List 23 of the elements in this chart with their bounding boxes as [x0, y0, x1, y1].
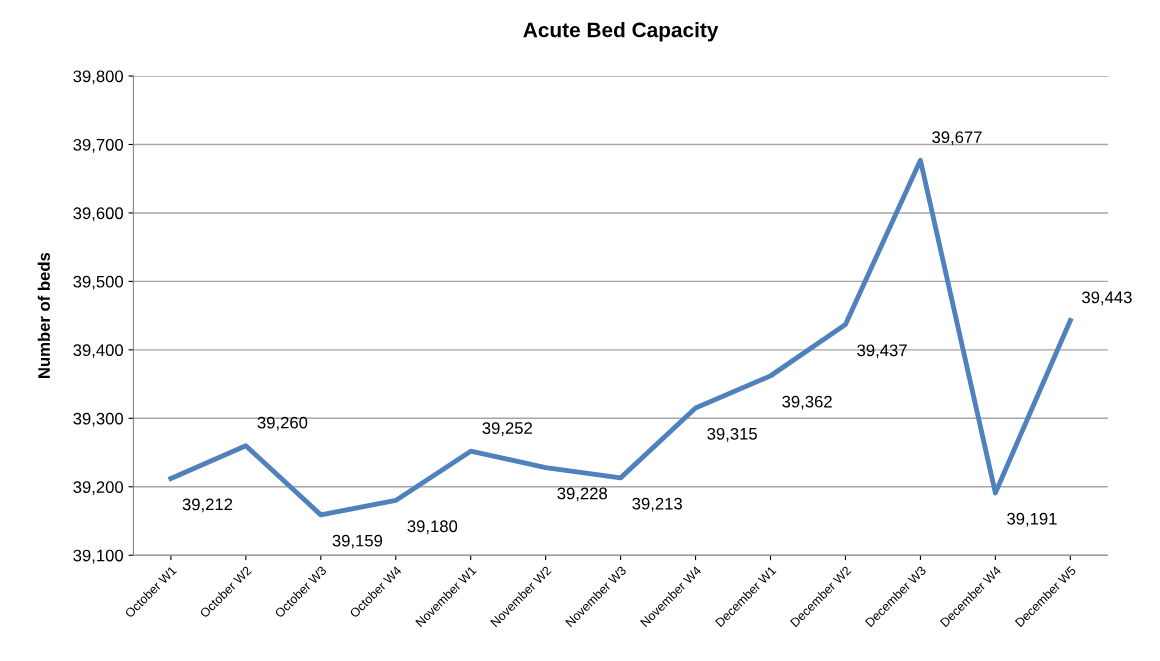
data-label: 39,191: [1007, 512, 1057, 527]
y-tick-label: 39,800: [73, 70, 124, 85]
data-label: 39,437: [857, 344, 907, 359]
chart-title: Acute Bed Capacity: [523, 22, 719, 42]
data-label: 39,213: [632, 497, 682, 512]
data-label: 39,252: [482, 422, 532, 436]
data-label: 39,159: [332, 534, 383, 549]
y-tick-label: 39,100: [73, 549, 124, 564]
y-tick-label: 39,300: [73, 412, 124, 427]
y-axis-title: Number of beds: [37, 252, 50, 378]
y-tick-label: 39,400: [73, 344, 124, 359]
data-label: 39,315: [707, 427, 757, 442]
data-label: 39,212: [182, 498, 233, 513]
data-label: 39,180: [407, 520, 458, 535]
y-tick-label: 39,200: [73, 481, 124, 495]
data-label: 39,443: [1082, 291, 1132, 306]
y-tick-label: 39,600: [73, 207, 124, 222]
y-tick-label: 39,700: [73, 138, 124, 153]
data-label: 39,677: [932, 131, 982, 146]
data-label: 39,260: [257, 416, 308, 431]
data-label: 39,228: [557, 487, 608, 502]
y-tick-label: 39,500: [73, 275, 124, 290]
data-label: 39,362: [782, 395, 832, 410]
